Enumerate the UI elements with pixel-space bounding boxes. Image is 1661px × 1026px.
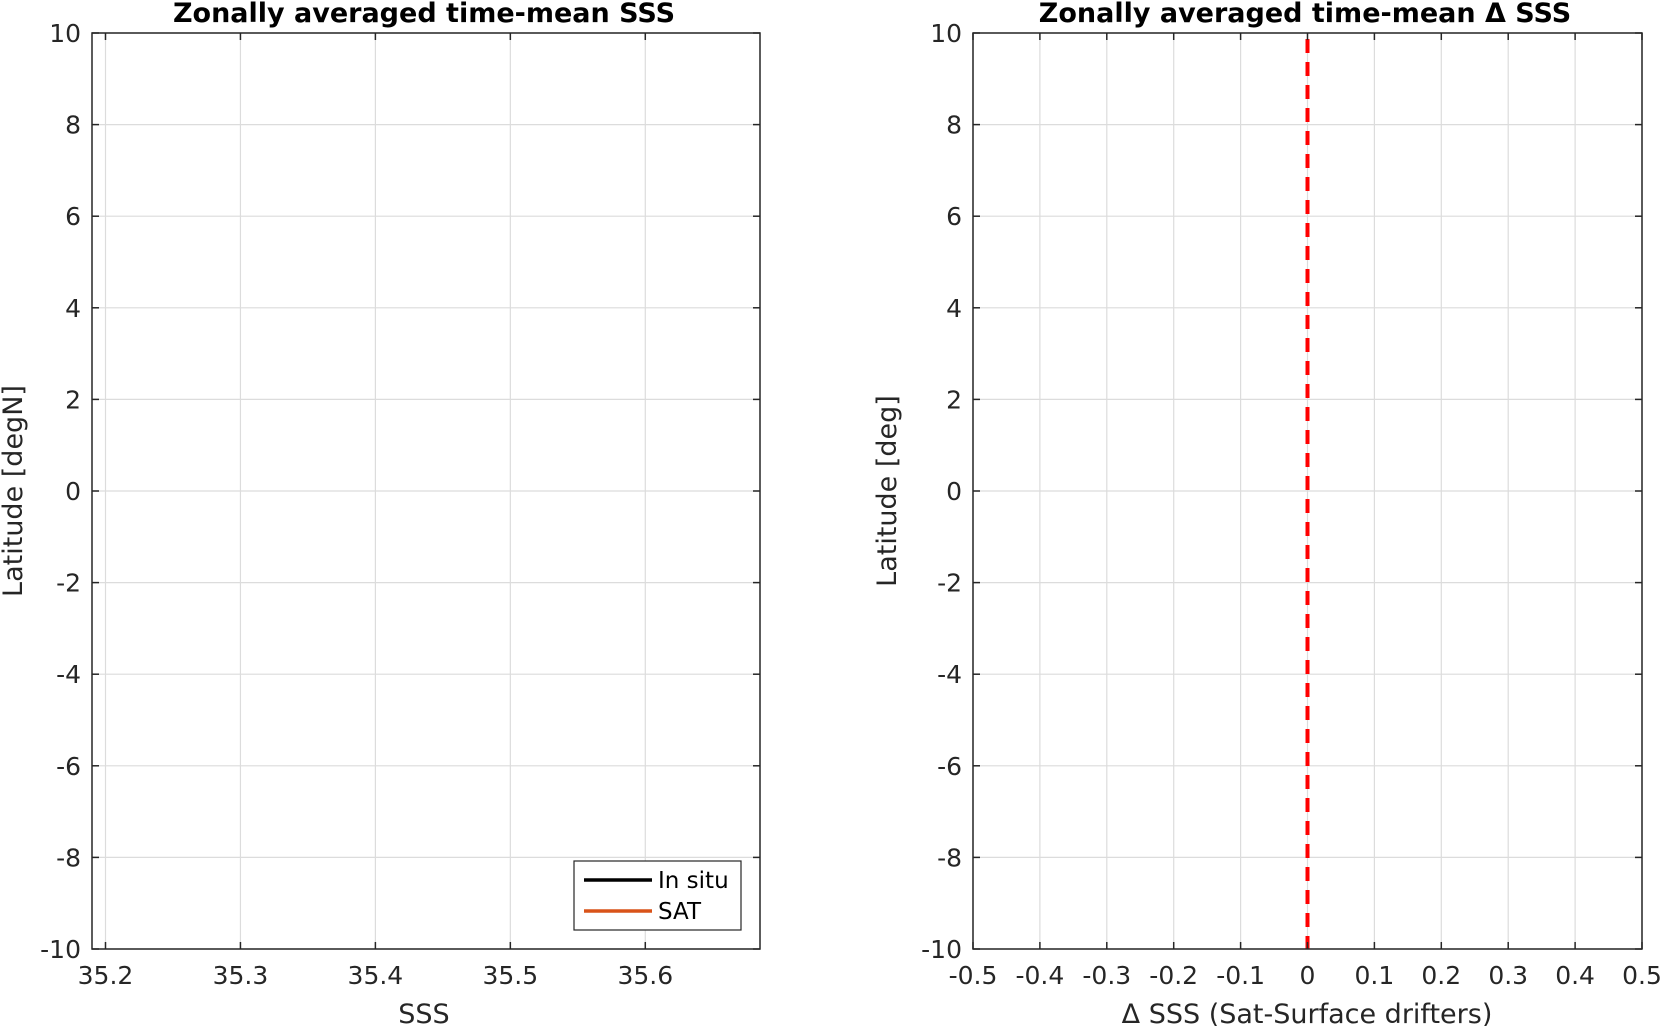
left-x-tick-label: 35.4: [348, 961, 404, 990]
right-ticks: -0.5 -0.4 -0.3 -0.2 -0.1 0 0.1 0.2 0.3 0.4 0.5 -10 -…: [921, 19, 1661, 990]
right-y-tick-label: 10: [930, 19, 962, 48]
right-y-tick-label: 6: [946, 202, 962, 231]
right-y-tick-label: 0: [946, 477, 962, 506]
left-chart-title: Zonally averaged time-mean SSS: [173, 0, 675, 29]
right-x-tick-label: 0.2: [1421, 961, 1461, 990]
right-x-tick-label: 0.4: [1555, 961, 1595, 990]
right-y-axis-label: Latitude [deg]: [872, 395, 903, 587]
legend-label-in-situ: In situ: [658, 868, 729, 894]
right-x-tick-label: 0: [1300, 961, 1316, 990]
right-x-axis-label: Δ SSS (Sat-Surface drifters): [1122, 999, 1493, 1026]
right-y-tick-label: -10: [921, 935, 962, 964]
left-y-tick-label: 10: [49, 19, 81, 48]
right-x-tick-label: 0.3: [1488, 961, 1528, 990]
left-y-tick-label: -4: [56, 660, 81, 689]
right-y-tick-label: -6: [937, 752, 962, 781]
left-y-axis-label: Latitude [degN]: [0, 385, 29, 597]
right-x-tick-label: -0.3: [1082, 961, 1131, 990]
right-y-tick-label: 4: [946, 294, 962, 323]
left-y-tick-label: 8: [65, 111, 81, 140]
legend: In situ SAT: [573, 860, 742, 931]
left-ticks: 35.2 35.3 35.4 35.5 35.6 -10 -8 -6 -4 -2 0 2 4 6 8 10: [40, 19, 760, 990]
right-y-tick-label: -8: [937, 843, 962, 872]
left-grid: [92, 32, 760, 950]
left-y-tick-label: 2: [65, 385, 81, 414]
right-chart-title: Zonally averaged time-mean Δ SSS: [1039, 0, 1571, 29]
legend-box: [573, 860, 742, 931]
left-y-tick-label: 0: [65, 477, 81, 506]
left-y-tick-label: -6: [56, 752, 81, 781]
right-y-tick-label: -4: [937, 660, 962, 689]
right-x-tick-label: -0.2: [1149, 961, 1198, 990]
left-panel-sss: Zonally averaged time-mean SSS 35.2 35.3 3…: [0, 0, 761, 1026]
left-y-tick-label: 4: [65, 294, 81, 323]
right-y-tick-label: -2: [937, 569, 962, 598]
right-x-tick-label: -0.5: [949, 961, 998, 990]
left-x-tick-label: 35.6: [617, 961, 673, 990]
left-x-axis-label: SSS: [398, 999, 449, 1026]
left-x-tick-label: 35.3: [213, 961, 269, 990]
left-y-tick-label: -8: [56, 843, 81, 872]
right-y-tick-label: 2: [946, 385, 962, 414]
right-x-tick-label: 0.1: [1355, 961, 1395, 990]
legend-label-sat: SAT: [658, 899, 702, 925]
left-x-tick-label: 35.2: [78, 961, 134, 990]
right-x-tick-label: -0.4: [1016, 961, 1065, 990]
left-x-tick-label: 35.5: [483, 961, 539, 990]
right-y-tick-label: 8: [946, 111, 962, 140]
right-panel-delta-sss: Zonally averaged time-mean Δ SSS -0.5 -0.…: [872, 0, 1661, 1026]
right-x-tick-label: 0.5: [1622, 961, 1661, 990]
left-y-tick-label: 6: [65, 202, 81, 231]
right-x-tick-label: -0.1: [1216, 961, 1265, 990]
left-y-tick-label: -10: [40, 935, 81, 964]
left-y-tick-label: -2: [56, 569, 81, 598]
